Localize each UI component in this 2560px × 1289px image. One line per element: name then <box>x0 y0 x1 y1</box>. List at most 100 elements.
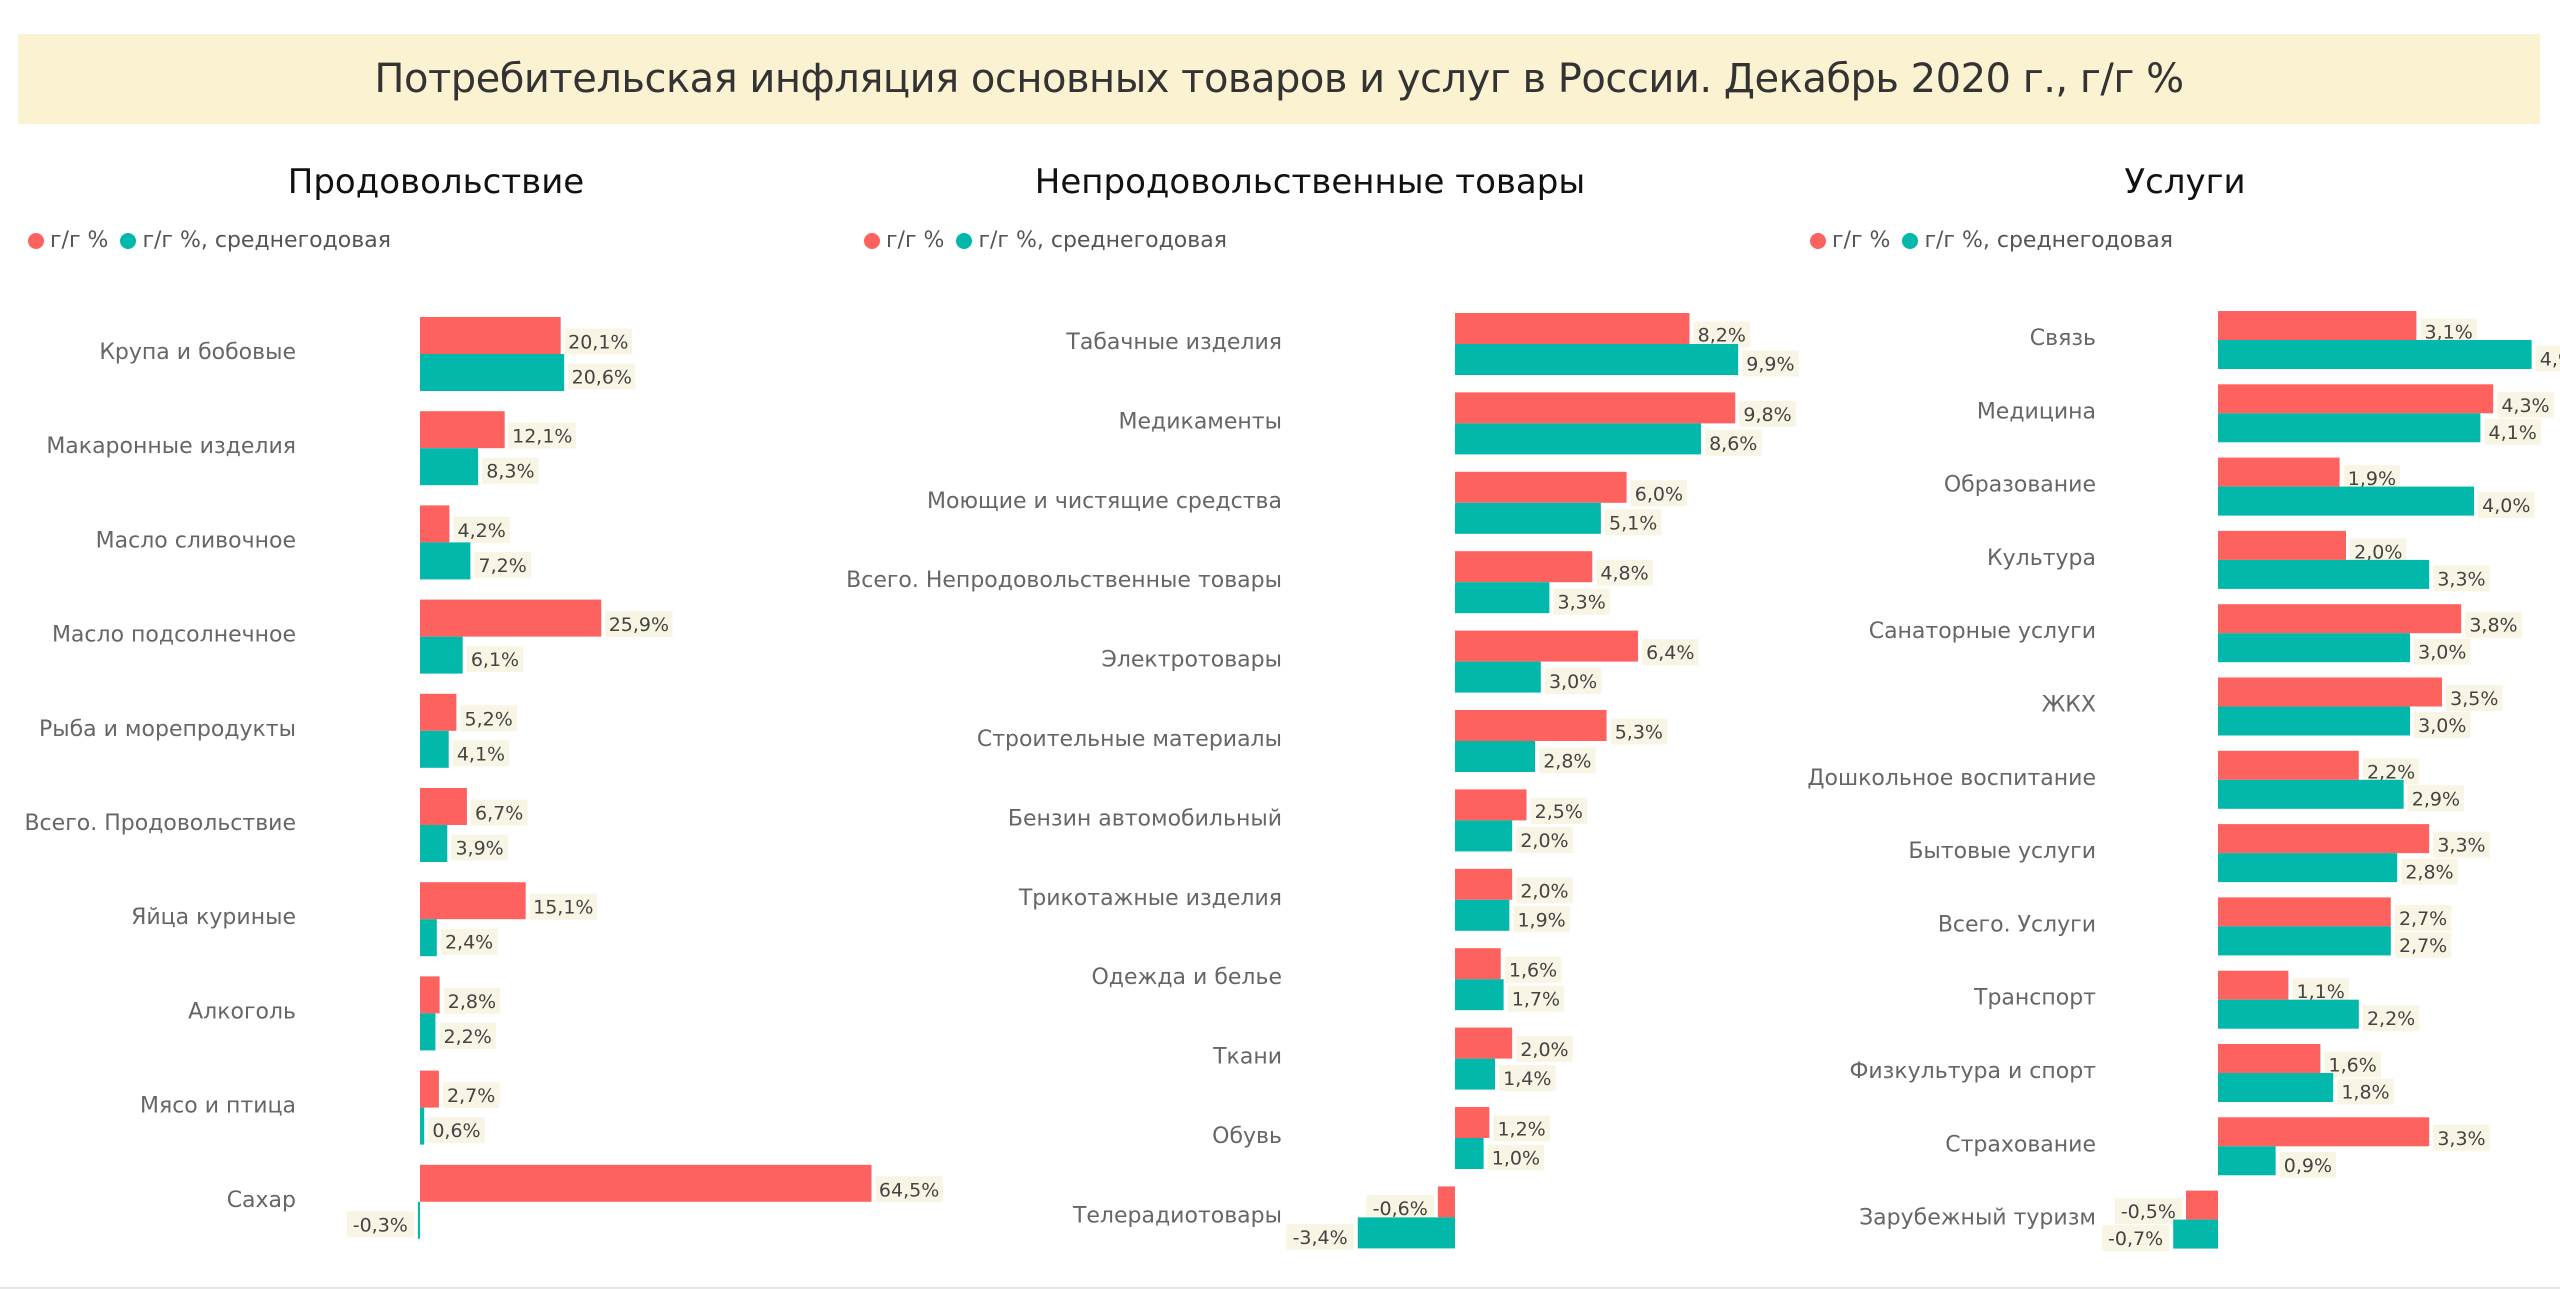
bar-yoy[interactable] <box>420 411 505 449</box>
legend-nonfood[interactable]: г/г % г/г %, среднегодовая <box>864 228 1239 253</box>
data-label-yoy: 8,2% <box>1698 325 1746 347</box>
bar-yoy[interactable] <box>2218 530 2346 560</box>
bar-avg[interactable] <box>2218 486 2474 516</box>
bar-avg[interactable] <box>420 542 471 580</box>
data-label-yoy: 4,2% <box>458 520 506 542</box>
bar-avg[interactable] <box>1455 820 1513 852</box>
bar-yoy[interactable] <box>420 317 561 354</box>
bar-yoy[interactable] <box>2218 677 2442 707</box>
bar-avg[interactable] <box>2218 1073 2334 1102</box>
legend-food[interactable]: г/г % г/г %, среднегодовая <box>28 228 403 253</box>
bar-avg[interactable] <box>1455 979 1504 1011</box>
bar-avg[interactable] <box>1455 423 1701 455</box>
data-label-avg: 4,0% <box>2482 495 2530 517</box>
bar-yoy[interactable] <box>2218 1117 2430 1147</box>
category-label: Бензин автомобильный <box>1008 806 1282 831</box>
category-label: Сахар <box>227 1188 296 1213</box>
bar-avg[interactable] <box>420 1013 436 1051</box>
bar-avg[interactable] <box>420 730 449 768</box>
bar-yoy[interactable] <box>420 1164 872 1202</box>
panel-title-services: Услуги <box>2124 162 2246 202</box>
bar-yoy[interactable] <box>1455 630 1639 662</box>
bar-yoy[interactable] <box>1455 789 1527 821</box>
bar-yoy[interactable] <box>2186 1190 2218 1220</box>
data-label-bg <box>1487 1144 1545 1171</box>
data-label-bg <box>1739 400 1796 427</box>
bar-yoy[interactable] <box>420 693 457 731</box>
data-label-bg <box>1553 588 1610 615</box>
bar-avg[interactable] <box>1455 899 1510 931</box>
bar-yoy[interactable] <box>2218 824 2430 854</box>
bar-avg[interactable] <box>2218 413 2481 443</box>
data-label-avg: 0,6% <box>432 1120 480 1142</box>
data-label-bg <box>439 1022 496 1049</box>
bar-yoy[interactable] <box>1455 551 1593 583</box>
legend-label-avg: г/г %, среднегодовая <box>1924 228 2173 253</box>
bar-avg[interactable] <box>1455 344 1739 375</box>
bar-yoy[interactable] <box>1455 948 1501 980</box>
data-label-avg: 2,0% <box>1520 830 1568 852</box>
bar-avg[interactable] <box>2218 1146 2276 1176</box>
legend-services[interactable]: г/г % г/г %, среднегодовая <box>1810 228 2185 253</box>
bar-yoy[interactable] <box>1455 471 1627 503</box>
bar-avg[interactable] <box>2218 999 2359 1029</box>
bar-yoy[interactable] <box>1455 392 1736 424</box>
bar-avg[interactable] <box>2218 706 2410 736</box>
category-label: Алкоголь <box>188 999 296 1024</box>
bar-avg[interactable] <box>420 825 448 862</box>
bar-yoy[interactable] <box>420 882 526 920</box>
bar-avg[interactable] <box>2173 1219 2218 1249</box>
data-label-avg: 1,8% <box>2341 1082 2389 1104</box>
data-label-bg <box>1642 639 1699 666</box>
bar-yoy[interactable] <box>1437 1186 1455 1218</box>
bar-avg[interactable] <box>1357 1217 1455 1249</box>
bar-yoy[interactable] <box>1455 313 1690 344</box>
bar-avg[interactable] <box>420 1107 425 1145</box>
bar-avg[interactable] <box>420 919 437 957</box>
category-label: Электротовары <box>1101 648 1282 673</box>
bar-yoy[interactable] <box>1455 1027 1513 1059</box>
bar-yoy[interactable] <box>2218 897 2391 927</box>
bar-avg[interactable] <box>420 636 463 674</box>
bar-yoy[interactable] <box>420 505 450 543</box>
bar-yoy[interactable] <box>1455 710 1607 741</box>
data-label-yoy: 6,0% <box>1635 483 1683 505</box>
bar-yoy[interactable] <box>2218 604 2462 634</box>
bar-yoy[interactable] <box>2218 457 2340 487</box>
data-label-bg <box>1530 797 1588 824</box>
bar-avg[interactable] <box>1455 502 1601 534</box>
data-label-avg: 20,6% <box>572 367 632 389</box>
bar-yoy[interactable] <box>2218 1044 2321 1073</box>
bar-yoy[interactable] <box>420 1070 439 1108</box>
bar-yoy[interactable] <box>2218 970 2289 1000</box>
bar-yoy[interactable] <box>2218 384 2494 414</box>
bar-yoy[interactable] <box>1455 1107 1490 1138</box>
bar-yoy[interactable] <box>420 599 602 637</box>
bar-yoy[interactable] <box>420 976 440 1014</box>
bar-avg[interactable] <box>2218 779 2404 809</box>
bar-avg[interactable] <box>420 448 479 486</box>
bar-avg[interactable] <box>2218 340 2532 369</box>
data-label-avg: -3,4% <box>1293 1227 1348 1249</box>
bar-avg[interactable] <box>417 1201 420 1239</box>
bar-yoy[interactable] <box>2218 311 2417 340</box>
data-label-bg <box>1366 1194 1434 1221</box>
bar-avg[interactable] <box>1455 582 1550 614</box>
bar-yoy[interactable] <box>1455 868 1513 900</box>
data-label-avg: 9,9% <box>1746 354 1794 376</box>
bar-avg[interactable] <box>2218 633 2410 663</box>
bar-yoy[interactable] <box>2218 750 2359 780</box>
bar-avg[interactable] <box>1455 661 1541 693</box>
bar-avg[interactable] <box>2218 559 2430 589</box>
data-label-bg <box>1610 718 1668 745</box>
category-label: Зарубежный туризм <box>1859 1206 2096 1231</box>
bar-yoy[interactable] <box>420 788 467 825</box>
bar-avg[interactable] <box>420 354 565 391</box>
bar-avg[interactable] <box>1455 1138 1484 1169</box>
bar-avg[interactable] <box>1455 741 1536 772</box>
category-label: Яйца куриные <box>131 905 296 930</box>
bar-avg[interactable] <box>1455 1058 1496 1090</box>
bar-avg[interactable] <box>2218 926 2391 956</box>
bar-avg[interactable] <box>2218 853 2398 883</box>
category-label: ЖКХ <box>2042 693 2096 718</box>
